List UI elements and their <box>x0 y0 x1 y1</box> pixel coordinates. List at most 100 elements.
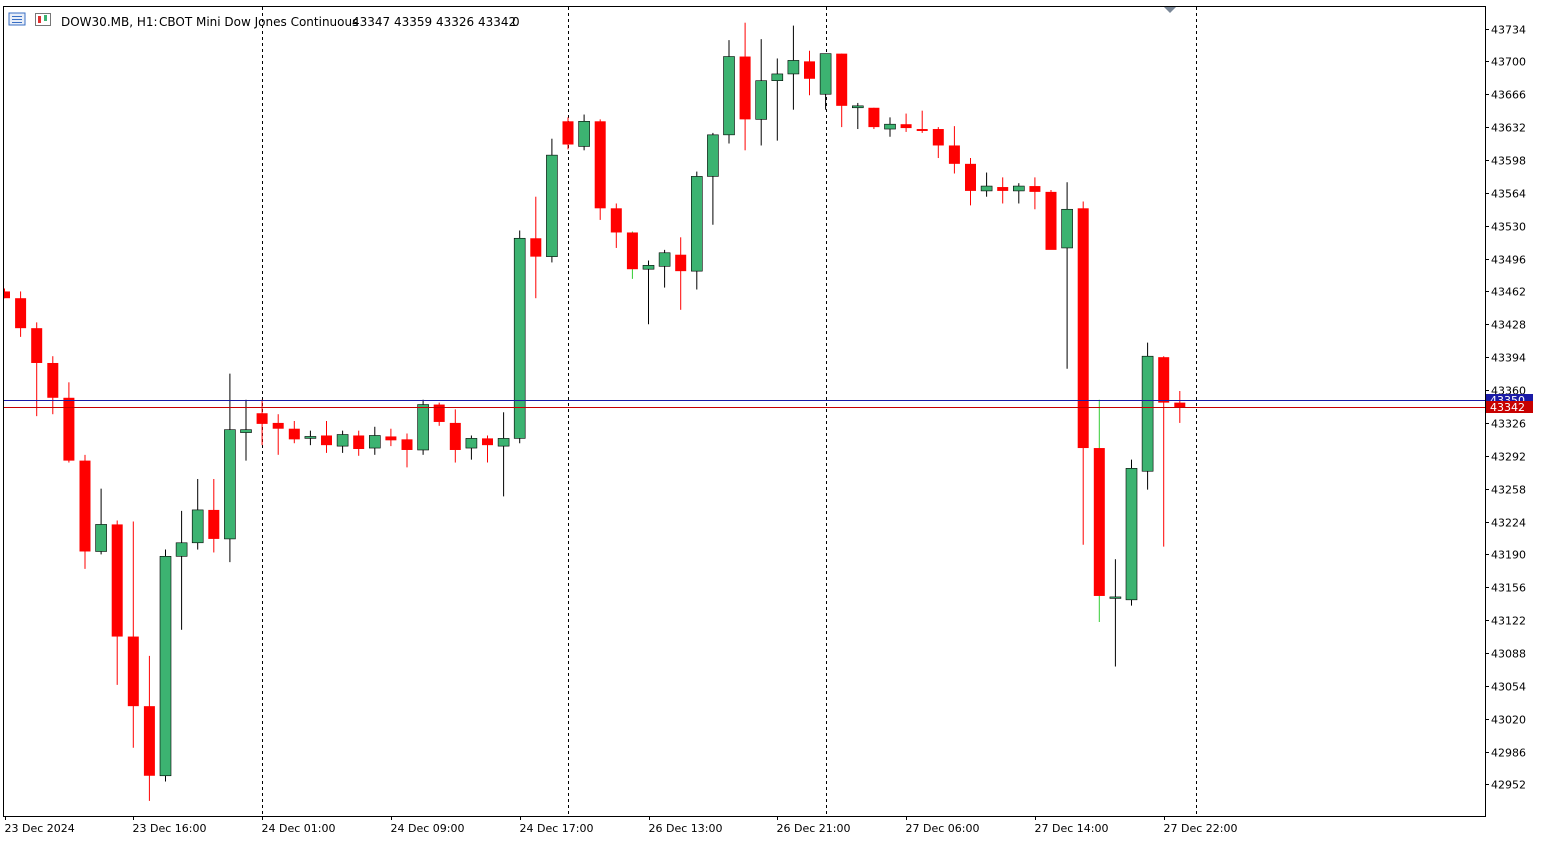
price-tick-label: 43632 <box>1491 122 1526 135</box>
candle-body <box>804 61 815 79</box>
time-tick-label: 24 Dec 09:00 <box>391 822 465 835</box>
candle <box>836 53 848 128</box>
candle-body <box>610 208 622 233</box>
candle-body <box>690 176 703 272</box>
candles-icon[interactable] <box>35 13 51 26</box>
candle <box>321 420 332 453</box>
candle-body <box>530 238 542 257</box>
candles <box>4 22 1186 801</box>
time-tick-label: 27 Dec 14:00 <box>1035 822 1109 835</box>
candle-body <box>79 460 91 552</box>
candle-body <box>836 53 848 106</box>
candle-body <box>47 362 59 398</box>
chart-shift-marker[interactable] <box>1164 7 1176 13</box>
candle-body <box>15 298 27 329</box>
candle-body <box>304 436 317 439</box>
price-label-text: 43342 <box>1490 401 1525 414</box>
candle-body <box>755 80 768 120</box>
candle <box>819 53 832 110</box>
candle-body <box>771 73 784 82</box>
candle-body <box>127 636 139 707</box>
candle-body <box>739 56 751 120</box>
price-tick-label: 43394 <box>1491 352 1526 365</box>
candle <box>1109 559 1122 667</box>
candle <box>143 655 155 801</box>
candle <box>63 382 75 463</box>
candle <box>1077 201 1089 545</box>
candle-body <box>546 154 558 257</box>
candle-body <box>851 105 864 109</box>
candle <box>626 231 638 279</box>
chart-header: DOW30.MB, H1: CBOT Mini Dow Jones Contin… <box>8 12 520 29</box>
time-tick-label: 27 Dec 22:00 <box>1164 822 1238 835</box>
time-tick-label: 26 Dec 21:00 <box>777 822 851 835</box>
candle-body <box>63 397 75 461</box>
candle-body <box>385 436 397 441</box>
candle <box>191 478 204 550</box>
time-tick-label: 23 Dec 2024 <box>5 822 75 835</box>
candle-body <box>980 185 993 192</box>
candle-body <box>562 121 574 145</box>
candle-body <box>417 404 429 451</box>
candle-body <box>1012 185 1025 192</box>
candle <box>884 117 896 137</box>
price-tick-label: 43734 <box>1491 24 1526 37</box>
price-tick-label: 43598 <box>1491 155 1526 168</box>
price-lines <box>4 400 1485 408</box>
candle-body <box>191 509 204 544</box>
chart-ohlc: 43347 43359 43326 43342 <box>352 15 516 29</box>
candle-body <box>1061 208 1073 249</box>
chart-symbol: DOW30.MB, H1: <box>61 15 158 29</box>
candle <box>513 230 526 444</box>
candle <box>1141 342 1154 490</box>
candle <box>755 39 768 146</box>
candle-body <box>4 291 10 299</box>
candle-body <box>143 706 155 776</box>
candle-body <box>868 107 880 128</box>
candle-body <box>159 556 172 777</box>
candle <box>4 288 10 299</box>
candle-body <box>465 438 478 449</box>
candle-body <box>336 434 349 447</box>
price-tick-label: 43530 <box>1491 221 1526 234</box>
price-tick-label: 43666 <box>1491 89 1526 102</box>
candle-body <box>401 439 413 450</box>
candle <box>980 172 993 197</box>
candle-body <box>916 129 928 131</box>
candle <box>997 177 1009 204</box>
candle <box>401 433 413 468</box>
candle-body <box>900 124 912 129</box>
time-tick-label: 27 Dec 06:00 <box>906 822 980 835</box>
candle-body <box>1029 186 1041 192</box>
candle <box>675 237 687 310</box>
candle-body <box>707 134 719 177</box>
candle-body <box>513 237 526 439</box>
candle <box>417 399 429 455</box>
chart-list-icon[interactable] <box>8 12 26 26</box>
candle-body <box>787 60 800 75</box>
price-tick-label: 43088 <box>1491 648 1526 661</box>
candle-body <box>642 265 655 270</box>
time-axis: 23 Dec 2024 23 Dec 16:00 24 Dec 01:00 24 De… <box>5 816 1238 835</box>
candle-body <box>272 422 284 429</box>
candle-body <box>1158 357 1170 403</box>
candle <box>787 25 800 110</box>
candle-body <box>658 252 671 267</box>
candle <box>47 356 59 415</box>
price-tick-label: 43564 <box>1491 188 1526 201</box>
candle <box>240 399 252 461</box>
candle <box>739 22 751 151</box>
candle-body <box>240 429 252 433</box>
candle <box>304 430 317 446</box>
candle-body <box>208 509 220 539</box>
candle <box>449 409 461 463</box>
price-tick-label: 42986 <box>1491 747 1526 760</box>
time-tick-label: 24 Dec 17:00 <box>520 822 594 835</box>
price-tick-label: 43258 <box>1491 484 1526 497</box>
candle <box>658 249 671 288</box>
candle <box>482 435 493 463</box>
candle-body <box>1109 596 1122 599</box>
candle <box>707 132 719 225</box>
